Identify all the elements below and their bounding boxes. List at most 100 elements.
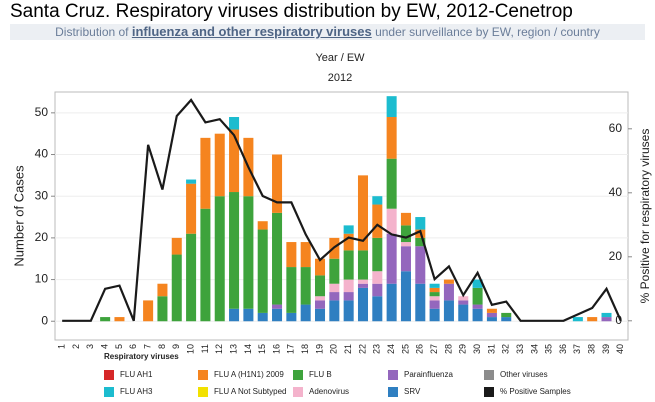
x-axis-title: Year / EW: [315, 52, 365, 64]
bar-segment: [314, 308, 326, 322]
bar-segment: [286, 312, 297, 322]
x-tick-label: 6: [128, 344, 138, 349]
bar-segment: [171, 254, 182, 322]
bar-segment: [472, 304, 483, 309]
x-tick-label: 7: [142, 344, 152, 349]
bar-segment: [458, 296, 469, 301]
y2-axis-title: % Positive for respiratory viruses: [638, 129, 652, 304]
bar-segment: [229, 129, 240, 193]
x-tick-label: 24: [386, 344, 396, 354]
bar-segment: [429, 308, 440, 322]
bar-segment: [186, 233, 197, 322]
bar-segment: [386, 283, 397, 322]
bar-segment: [357, 175, 369, 251]
bar-segment: [372, 283, 383, 297]
bar-segment: [572, 317, 583, 322]
bar-segment: [386, 96, 397, 118]
bar-segment: [472, 287, 483, 305]
legend-swatch: [104, 370, 114, 380]
bar-segment: [443, 300, 454, 322]
legend-title: Respiratory viruses: [104, 352, 179, 361]
bar-segment: [272, 308, 283, 322]
x-tick-label: 3: [85, 344, 95, 349]
y-tick-label: 20: [35, 230, 49, 244]
bar-segment: [429, 283, 440, 288]
bar-segment: [386, 158, 397, 209]
x-tick-label: 27: [429, 344, 439, 354]
x-tick-label: 20: [329, 344, 339, 354]
bar-segment: [357, 250, 369, 280]
bar-segment: [372, 271, 383, 284]
x-tick-label: 17: [286, 344, 296, 354]
x-tick-label: 40: [615, 344, 625, 354]
y2-tick-label: 0: [615, 313, 622, 327]
bar-segment: [386, 208, 397, 234]
bar-segment: [343, 233, 354, 251]
bar-segment: [415, 237, 426, 247]
bar-segment: [486, 308, 497, 313]
bar-segment: [429, 300, 440, 309]
bar-segment: [357, 283, 369, 288]
x-tick-label: 11: [200, 344, 210, 353]
bar-segment: [372, 204, 383, 238]
legend-swatch: [104, 387, 114, 397]
bar-segment: [472, 279, 483, 288]
bar-segment: [472, 308, 483, 322]
bar-segment: [272, 154, 283, 213]
bar-segment: [400, 225, 411, 243]
bar-segment: [257, 221, 268, 230]
x-tick-label: 19: [314, 344, 324, 354]
x-tick-label: 2: [71, 344, 81, 349]
bar-segment: [458, 300, 469, 305]
x-tick-label: 37: [572, 344, 582, 354]
bar-segment: [400, 212, 411, 226]
bar-segment: [171, 237, 182, 255]
bar-segment: [286, 267, 297, 313]
legend-swatch: [293, 387, 303, 397]
x-tick-label: 14: [243, 344, 253, 354]
legend-swatch: [293, 370, 303, 380]
x-tick-label: 18: [300, 344, 310, 354]
bar-segment: [329, 300, 340, 322]
y2-tick-label: 20: [609, 249, 623, 263]
bar-segment: [400, 246, 411, 272]
legend-label: FLU AH1: [120, 370, 153, 379]
bar-segment: [157, 283, 168, 297]
x-tick-label: 12: [214, 344, 224, 354]
bar-segment: [300, 267, 311, 305]
bar-segment: [314, 296, 326, 301]
bar-segment: [186, 179, 197, 184]
legend-swatch: [388, 387, 398, 397]
bar-segment: [272, 304, 283, 309]
bar-segment: [214, 133, 225, 197]
x-tick-label: 21: [343, 344, 353, 354]
x-tick-label: 23: [372, 344, 382, 354]
bar-segment: [429, 296, 440, 301]
y-tick-label: 50: [35, 105, 49, 119]
line-series: [62, 98, 622, 322]
x-tick-label: 31: [486, 344, 496, 354]
bar-segment: [458, 304, 469, 322]
x-tick-label: 30: [472, 344, 482, 354]
x-tick-label: 4: [100, 344, 110, 349]
bar-segment: [386, 233, 397, 284]
x-tick-label: 34: [529, 344, 539, 354]
legend-swatch: [388, 370, 398, 380]
x-tick-label: 38: [587, 344, 597, 354]
x-tick-label: 8: [157, 344, 167, 349]
bar-segment: [400, 242, 411, 247]
x-tick-label: 16: [271, 344, 281, 354]
bar-segment: [443, 283, 454, 301]
bar-segment: [243, 196, 254, 309]
plot-frame: [54, 91, 629, 341]
bar-segment: [200, 208, 211, 322]
legend-swatch: [198, 370, 208, 380]
x-tick-label: 22: [357, 344, 367, 354]
y-axis-title: Number of Cases: [11, 165, 26, 267]
bar-segment: [372, 196, 383, 205]
bar-segment: [601, 312, 612, 318]
x-tick-label: 10: [185, 344, 195, 354]
bar-segment: [314, 275, 326, 297]
